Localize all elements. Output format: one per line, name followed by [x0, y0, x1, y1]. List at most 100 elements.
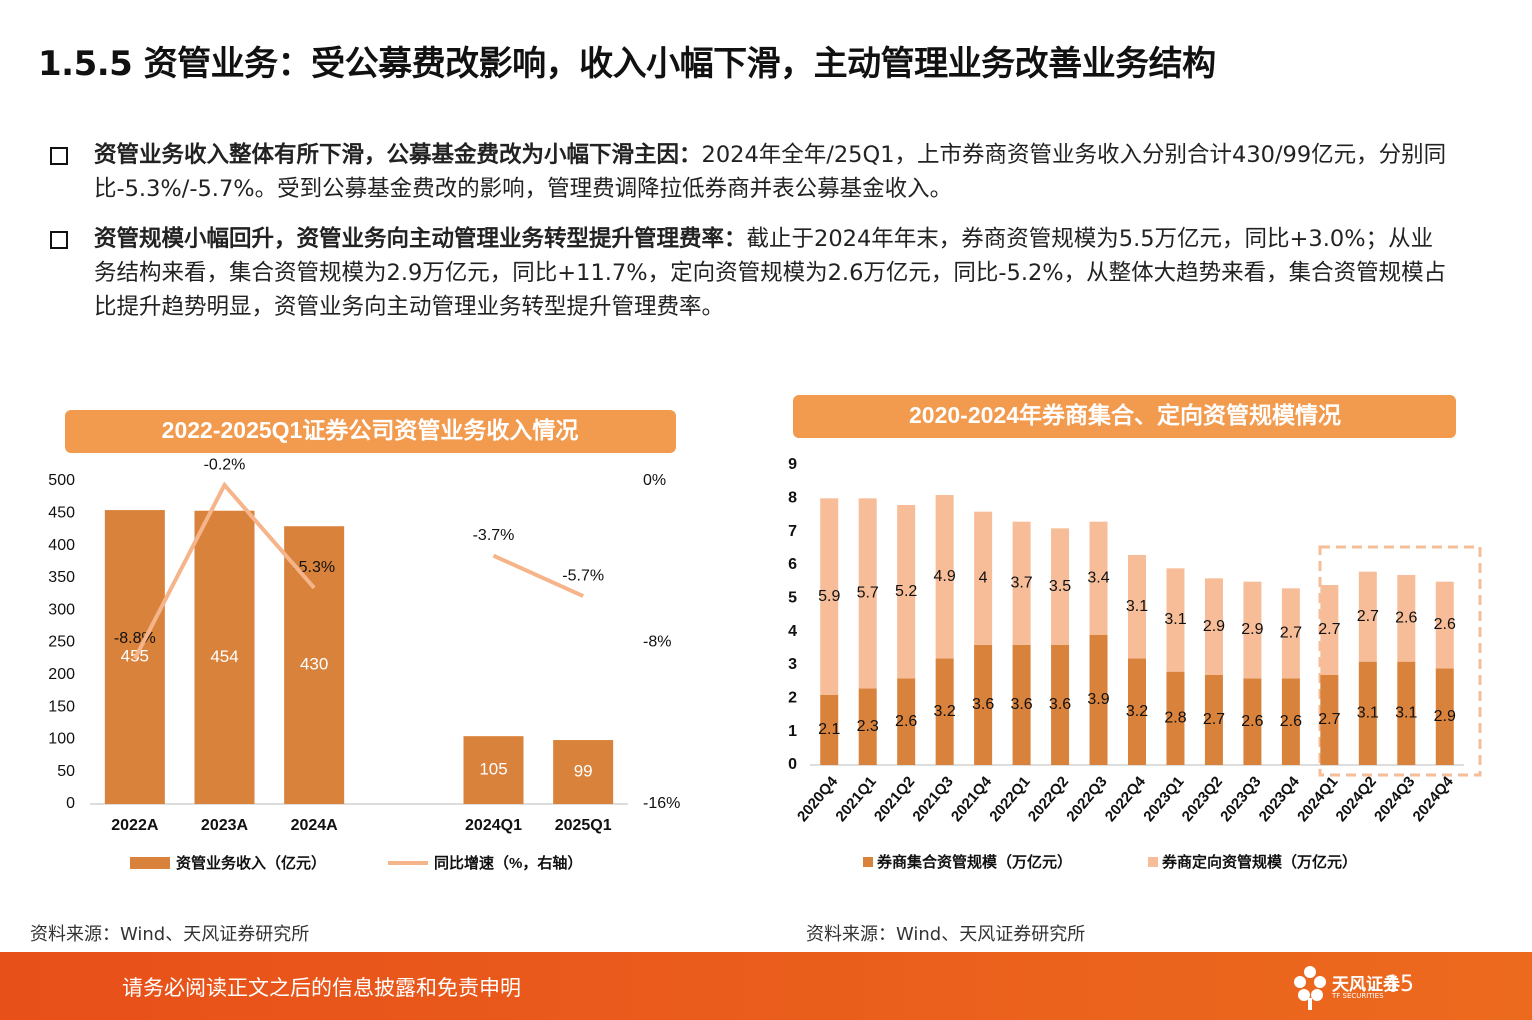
x-tick-label: 2021Q2 [871, 773, 918, 825]
bar-segment [974, 645, 993, 765]
charts: 2022-2025Q1证券公司资管业务收入情况 2020-2024年券商集合、定… [48, 395, 1482, 872]
bar-label: 430 [300, 655, 328, 674]
bar-segment [1089, 635, 1108, 765]
line-label: -3.7% [473, 527, 515, 544]
bar-segment [1281, 588, 1300, 679]
bar-label: 2.8 [1164, 710, 1186, 727]
y-tick-label: 7 [788, 523, 797, 540]
y-tick-label: 6 [788, 556, 797, 573]
bar-segment [1166, 671, 1185, 765]
legend-swatch [130, 857, 170, 869]
legend-swatch [1148, 857, 1158, 867]
highlight-box [1318, 545, 1482, 777]
bar-segment [1397, 575, 1416, 662]
bar-label: 5.7 [857, 585, 879, 602]
bar-label: 3.1 [1126, 598, 1148, 615]
bar-label: 2.1 [818, 721, 840, 738]
bar-label: 2.6 [1241, 713, 1263, 730]
bar-segment [1089, 521, 1108, 635]
bar-label: 3.6 [972, 696, 994, 713]
bar [284, 526, 345, 804]
bar-label: 3.2 [1126, 703, 1148, 720]
bar [194, 510, 255, 804]
bar-label: 5.9 [818, 588, 840, 605]
chart-header [793, 395, 1456, 438]
source: 资料来源：Wind、天风证券研究所 [30, 924, 310, 945]
legend-label: 券商定向资管规模（万亿元） [1162, 853, 1357, 871]
bar-segment [858, 688, 877, 765]
logo-sub: TF SECURITIES [1332, 992, 1384, 1000]
bar-segment [1320, 675, 1339, 765]
bar-label: 2.9 [1203, 618, 1225, 635]
y-tick-label: 8 [788, 490, 797, 507]
bar-label: 3.9 [1087, 691, 1109, 708]
bar-label: 99 [574, 762, 593, 781]
legend-label: 券商集合资管规模（万亿元） [877, 853, 1072, 871]
disclaimer: 请务必阅读正文之后的信息披露和免责申明 [122, 976, 521, 1000]
x-tick-label: 2021Q1 [832, 773, 879, 825]
bar-segment [1051, 645, 1070, 765]
x-tick-label: 2024A [291, 817, 339, 834]
y-tick-label: 0 [66, 795, 75, 812]
bar-segment [974, 511, 993, 645]
bar-segment [1243, 678, 1262, 765]
bar-segment [1012, 521, 1031, 645]
y-tick-label: 0 [788, 756, 797, 773]
bar-label: 3.6 [1049, 696, 1071, 713]
bullet-text: 截止于2024年年末，券商资管规模为5.5万亿元，同比+3.0%；从业务结构来看… [94, 226, 1447, 320]
bar-label: 2.9 [1241, 621, 1263, 638]
y2-tick-label: 0% [643, 472, 666, 489]
x-tick-label: 2022Q2 [1025, 773, 1072, 825]
bar-segment [820, 695, 839, 765]
bar-segment [1358, 571, 1377, 662]
bar-segment [1397, 661, 1416, 765]
bar-segment [897, 678, 916, 765]
x-tick-label: 2024Q1 [465, 817, 522, 834]
bar-segment [1435, 668, 1454, 765]
bullet: 资管规模小幅回升，资管业务向主动管理业务转型提升管理费率：截止于2024年年末，… [50, 222, 1450, 324]
bar [463, 736, 524, 804]
source: 资料来源：Wind、天风证券研究所 [806, 924, 1086, 945]
bar-label: 3.7 [1010, 575, 1032, 592]
bar [553, 740, 614, 804]
bar-label: 2.7 [1318, 711, 1340, 728]
bar-label: 3.2 [934, 703, 956, 720]
x-tick-label: 2023Q2 [1179, 773, 1226, 825]
bar-label: 3.6 [1010, 696, 1032, 713]
bar-label: 4 [979, 570, 988, 587]
bar-label: 2.6 [1434, 616, 1456, 633]
y-tick-label: 9 [788, 456, 797, 473]
bar-label: 105 [479, 760, 507, 779]
y-tick-label: 4 [788, 623, 797, 640]
y-tick-label: 3 [788, 656, 797, 673]
bar-label: 3.1 [1357, 705, 1379, 722]
bar-label: 3.4 [1087, 570, 1109, 587]
y-tick-label: 2 [788, 690, 797, 707]
y-tick-label: 500 [48, 472, 75, 489]
bar-label: 2.7 [1203, 711, 1225, 728]
x-tick-label: 2022Q3 [1063, 773, 1110, 825]
bar-label: 2.6 [895, 713, 917, 730]
x-tick-label: 2023Q4 [1256, 773, 1304, 825]
bar-label: 3.1 [1164, 611, 1186, 628]
bar-label: 2.3 [857, 718, 879, 735]
page-number: 15 [1386, 972, 1414, 997]
bar-label: 5.2 [895, 583, 917, 600]
bullet: 资管业务收入整体有所下滑，公募基金费改为小幅下滑主因：2024年全年/25Q1，… [50, 138, 1450, 206]
y-tick-label: 200 [48, 666, 75, 683]
bar-segment [897, 505, 916, 679]
y-tick-label: 150 [48, 698, 75, 715]
bar-segment [1012, 645, 1031, 765]
bar-label: 454 [210, 647, 238, 666]
y-tick-label: 5 [788, 590, 797, 607]
x-tick-label: 2022Q4 [1102, 773, 1150, 825]
bar-segment [858, 498, 877, 689]
bullet-text: 2024年全年/25Q1，上市券商资管业务收入分别合计430/99亿元，分别同比… [94, 142, 1447, 202]
y2-tick-label: -8% [643, 634, 671, 651]
chart-title: 2020-2024年券商集合、定向资管规模情况 [909, 402, 1341, 428]
x-tick-label: 2022A [111, 817, 159, 834]
bullet-lead: 资管业务收入整体有所下滑，公募基金费改为小幅下滑主因： [94, 142, 702, 168]
bar-segment [820, 498, 839, 695]
bar-label: 4.9 [934, 568, 956, 585]
bar-segment [935, 658, 954, 765]
